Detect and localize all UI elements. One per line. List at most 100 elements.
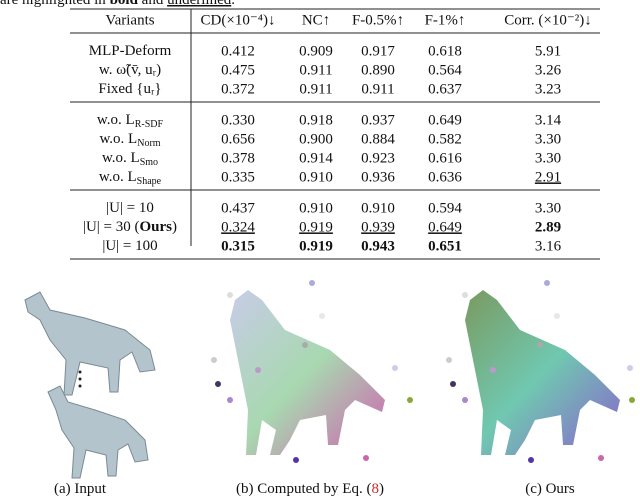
cell: 0.914 [299, 150, 333, 166]
cell: 0.437 [221, 200, 255, 216]
cell: 3.14 [535, 112, 562, 128]
text-part: 8 [371, 481, 379, 497]
cell: 0.910 [299, 169, 333, 185]
text-part: ) [172, 219, 177, 235]
row-label: w.o. LSmo [102, 150, 158, 168]
figure-caption: (c) Ours [525, 481, 575, 497]
header-cell: F-1%↑ [425, 12, 466, 28]
figure-caption: (b) Computed by Eq. (8) [236, 481, 384, 497]
cell: 0.582 [428, 131, 462, 147]
cell: 0.649 [428, 112, 462, 128]
text-part: R-SDF [135, 119, 164, 130]
input-fox-bottom [47, 385, 149, 479]
anchor-points [211, 280, 413, 463]
header-cell: CD(×10⁻⁴)↓ [201, 12, 276, 28]
cell: 3.23 [535, 81, 561, 97]
text-part: w.o. L [99, 169, 137, 185]
cell: 0.943 [361, 238, 395, 254]
cell: 0.911 [299, 62, 332, 78]
cell: 5.91 [535, 43, 561, 59]
text-part: are highlighted in [0, 0, 110, 8]
cell: 3.16 [535, 238, 562, 254]
text-part: Ours [140, 219, 173, 235]
fox-ours [446, 280, 635, 463]
cell: 0.637 [428, 81, 462, 97]
cell: 0.884 [361, 131, 395, 147]
text-part: w.o. L [99, 131, 137, 147]
text-part: underlined [167, 0, 232, 8]
text-part: and [138, 0, 167, 8]
fox-computed [211, 280, 413, 463]
row-label: |U| = 100 [102, 238, 157, 254]
cell: 0.656 [221, 131, 255, 147]
row-label: Fixed {uᵣ} [98, 81, 161, 97]
cell: 0.900 [299, 131, 333, 147]
text-part: Norm [137, 138, 161, 149]
row-label: w.o. LShape [99, 169, 162, 187]
text-part: ) [379, 481, 384, 497]
anchor-points [446, 280, 635, 463]
text-part: Smo [140, 157, 158, 168]
text-part: MLP-Deform [89, 43, 172, 59]
cell: 0.936 [361, 169, 395, 185]
text-part: w.o. L [97, 112, 135, 128]
cell: 0.330 [221, 112, 255, 128]
header-cell: NC↑ [302, 12, 330, 28]
cell: 0.651 [428, 238, 462, 254]
row-label: |U| = 30 (Ours) [83, 219, 177, 235]
text-part: Shape [137, 176, 162, 187]
cell: 0.919 [299, 238, 333, 254]
row-label: w.o. LNorm [99, 131, 160, 149]
cell: 0.917 [361, 43, 395, 59]
cell: 0.911 [299, 81, 332, 97]
ellipsis-dots [78, 370, 82, 388]
cell: 0.923 [361, 150, 395, 166]
cell: 0.412 [221, 43, 255, 59]
text-part: . [231, 0, 235, 8]
caption-fragment: are highlighted in bold and underlined. [0, 0, 235, 8]
cell: 2.91 [535, 169, 561, 185]
cell: 0.564 [428, 62, 462, 78]
cell: 0.910 [299, 200, 333, 216]
cell: 0.911 [361, 81, 394, 97]
text-part: Fixed {uᵣ} [98, 81, 161, 97]
text-part: (b) Computed by Eq. ( [236, 481, 371, 497]
cell: 0.335 [221, 169, 255, 185]
cell: 0.324 [221, 219, 255, 235]
cell: 2.89 [535, 219, 561, 235]
text-part: w.o. L [102, 150, 140, 166]
row-label: MLP-Deform [89, 43, 172, 59]
cell: 0.919 [299, 219, 333, 235]
cell: 0.616 [428, 150, 462, 166]
cell: 0.378 [221, 150, 255, 166]
text-part: |U| = 10 [106, 200, 154, 216]
cell: 3.30 [535, 200, 561, 216]
cell: 3.30 [535, 131, 561, 147]
input-fox-top [24, 291, 156, 396]
cell: 3.26 [535, 62, 562, 78]
row-label: w.o. LR-SDF [97, 112, 164, 130]
cell: 0.315 [221, 238, 255, 254]
text-part: (a) Input [54, 481, 107, 497]
cell: 0.594 [428, 200, 462, 216]
cell: 0.372 [221, 81, 255, 97]
cell: 0.910 [361, 200, 395, 216]
header-cell: Corr. (×10⁻²)↓ [504, 12, 592, 28]
row-label: w. ω̃(v̄, uᵣ) [99, 62, 161, 78]
text-part: w. ω̃(v̄, uᵣ) [99, 62, 161, 78]
header-cell: Variants [105, 12, 154, 28]
header-cell: F-0.5%↑ [352, 12, 404, 28]
cell: 0.909 [299, 43, 333, 59]
row-label: |U| = 10 [106, 200, 154, 216]
cell: 0.939 [361, 219, 395, 235]
text-part: |U| = 100 [102, 238, 157, 254]
text-part: |U| = 30 ( [83, 219, 140, 235]
cell: 0.475 [221, 62, 255, 78]
figure: (a) Input (b) Computed by Eq. (8) (c) Ours [24, 280, 635, 497]
cell: 0.649 [428, 219, 462, 235]
cell: 3.30 [535, 150, 561, 166]
cell: 0.890 [361, 62, 395, 78]
table: Variants CD(×10⁻⁴)↓ NC↑ F-0.5%↑ F-1%↑ Corr. (… [70, 8, 600, 260]
figure-caption: (a) Input [54, 481, 107, 497]
